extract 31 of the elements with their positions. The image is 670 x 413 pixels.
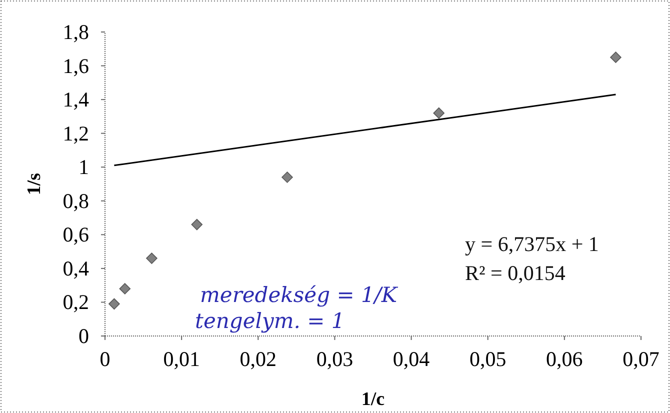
y-tick-label: 1,4 — [62, 88, 90, 112]
y-tick-label: 0 — [78, 324, 89, 348]
annotation: meredekség = 1/K — [200, 283, 398, 307]
annotation: y = 6,7375x + 1 — [465, 232, 599, 256]
x-axis-title: 1/c — [361, 389, 385, 410]
x-tick-label: 0,05 — [469, 347, 506, 371]
y-tick-label: 1,2 — [62, 121, 89, 146]
annotation: tengelym. = 1 — [195, 309, 345, 333]
y-tick-label: 0,6 — [62, 222, 89, 247]
y-axis-title: 1/s — [24, 172, 45, 196]
y-tick-label: 1,8 — [62, 20, 89, 44]
x-tick-label: 0,06 — [546, 347, 583, 371]
point — [610, 52, 622, 63]
y-tick-label: 0,8 — [62, 188, 89, 213]
x-tick-label: 0 — [100, 347, 110, 371]
point — [433, 107, 444, 119]
point — [282, 172, 293, 183]
point — [108, 298, 120, 310]
x-tick-label: 0,01 — [163, 347, 200, 371]
x-tick-label: 0,07 — [622, 347, 660, 371]
point — [119, 283, 131, 294]
y-tick-label: 0,2 — [62, 290, 89, 314]
x-tick-label: 0,03 — [316, 347, 354, 371]
x-tick-label: 0,02 — [240, 347, 277, 371]
x-tick-label: 0,04 — [392, 347, 430, 371]
y-tick-label: 1 — [78, 155, 89, 180]
point — [146, 252, 158, 264]
annotation: R² = 0,0154 — [465, 261, 566, 285]
point — [191, 218, 203, 230]
y-tick-label: 1,6 — [62, 54, 89, 78]
y-tick-label: 0,4 — [62, 256, 90, 280]
